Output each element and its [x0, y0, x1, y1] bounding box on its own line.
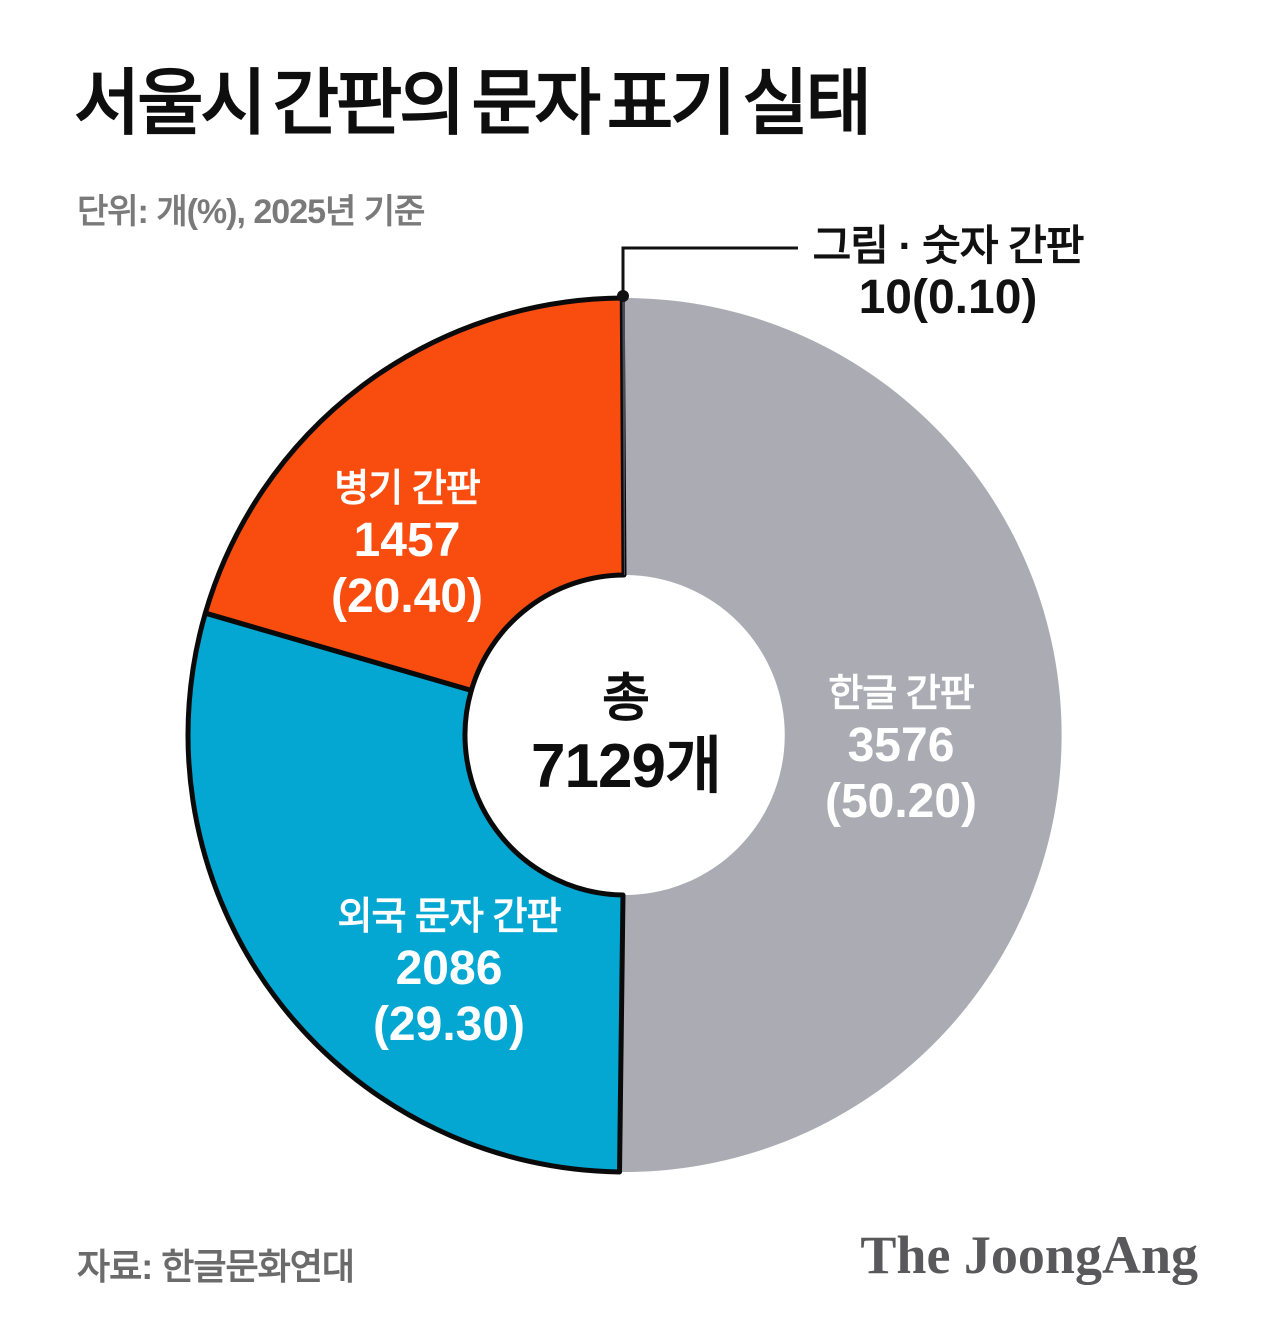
- joongang-logo: The JoongAng: [860, 1225, 1198, 1285]
- label-hangul: 한글 간판 3576 (50.20): [825, 670, 977, 830]
- label-foreign-value: 2086: [395, 942, 503, 995]
- slice-picture-number: [622, 298, 625, 575]
- label-picture-number-value: 10(0.10): [858, 271, 1038, 324]
- label-foreign-name: 외국 문자 간판: [337, 896, 562, 938]
- slice-foreign: [185, 610, 626, 1175]
- label-hangul-name: 한글 간판: [828, 673, 974, 715]
- donut-center-total: 총 7129개: [531, 667, 722, 803]
- source-credit: 자료: 한글문화연대: [77, 1246, 355, 1287]
- label-picture-number: 그림 · 숫자 간판 10(0.10): [812, 222, 1085, 326]
- label-foreign: 외국 문자 간판 2086 (29.30): [337, 893, 562, 1053]
- label-hangul-value: 3576: [847, 719, 955, 772]
- callout-anchor-dot: [617, 290, 629, 302]
- label-foreign-percent: (29.30): [372, 998, 526, 1051]
- page-title: 서울시 간판의 문자 표기 실태: [74, 64, 872, 144]
- callout-leader-line: [621, 246, 798, 296]
- label-byeonggi: 병기 간판 1457 (20.40): [331, 465, 483, 625]
- label-hangul-percent: (50.20): [824, 775, 978, 828]
- slice-hangul: [619, 298, 1062, 1172]
- label-byeonggi-value: 1457: [353, 514, 461, 567]
- total-value: 7129개: [531, 732, 722, 801]
- label-picture-number-name: 그림 · 숫자 간판: [812, 222, 1085, 269]
- unit-note: 단위: 개(%), 2025년 기준: [77, 193, 425, 231]
- slice-byeonggi: [202, 295, 627, 693]
- total-prefix: 총: [602, 670, 650, 728]
- label-byeonggi-percent: (20.40): [330, 570, 484, 623]
- label-byeonggi-name: 병기 간판: [334, 468, 480, 510]
